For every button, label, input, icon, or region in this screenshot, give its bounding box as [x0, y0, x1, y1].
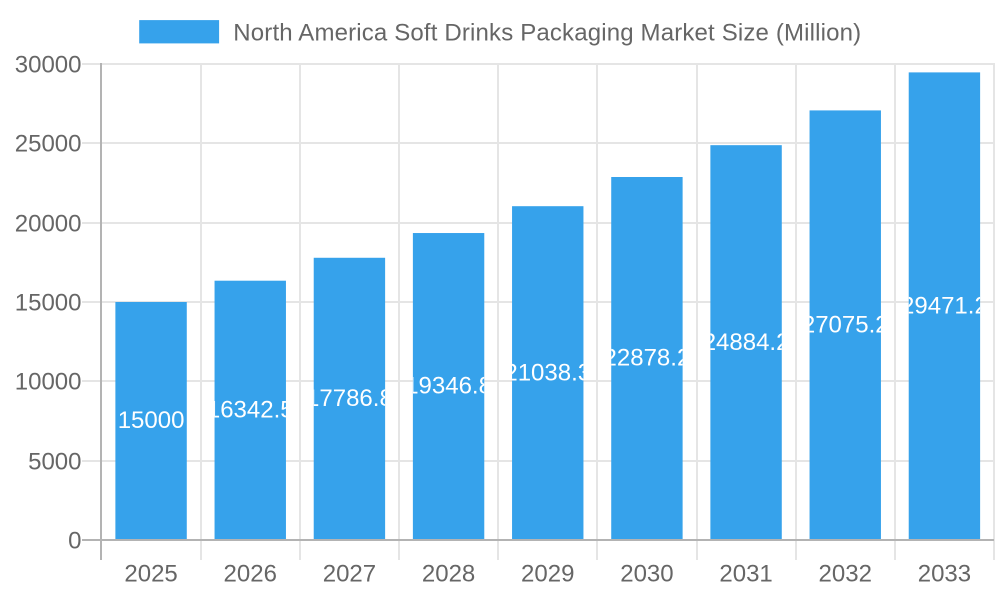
svg-text:5000: 5000: [28, 449, 81, 476]
svg-text:27075.2: 27075.2: [802, 311, 889, 338]
svg-text:19346.8: 19346.8: [405, 373, 492, 400]
svg-text:2026: 2026: [224, 561, 277, 588]
svg-text:21038.3: 21038.3: [504, 359, 591, 386]
svg-text:North America Soft Drinks Pack: North America Soft Drinks Packaging Mark…: [233, 20, 861, 47]
svg-text:20000: 20000: [15, 211, 82, 238]
svg-text:2030: 2030: [620, 561, 673, 588]
svg-text:29471.2: 29471.2: [901, 292, 988, 319]
svg-text:15000: 15000: [15, 290, 82, 317]
svg-text:24884.2: 24884.2: [703, 329, 790, 356]
svg-text:2032: 2032: [819, 561, 872, 588]
svg-text:22878.2: 22878.2: [604, 345, 691, 372]
svg-text:17786.8: 17786.8: [306, 385, 393, 412]
svg-text:2029: 2029: [521, 561, 574, 588]
svg-text:30000: 30000: [15, 52, 82, 79]
svg-text:2025: 2025: [124, 561, 177, 588]
svg-text:2027: 2027: [323, 561, 376, 588]
svg-text:25000: 25000: [15, 131, 82, 158]
svg-text:10000: 10000: [15, 369, 82, 396]
svg-text:0: 0: [68, 528, 81, 555]
svg-text:2028: 2028: [422, 561, 475, 588]
svg-text:2033: 2033: [918, 561, 971, 588]
svg-text:15000: 15000: [118, 407, 185, 434]
svg-text:2031: 2031: [719, 561, 772, 588]
svg-text:16342.5: 16342.5: [207, 397, 294, 424]
